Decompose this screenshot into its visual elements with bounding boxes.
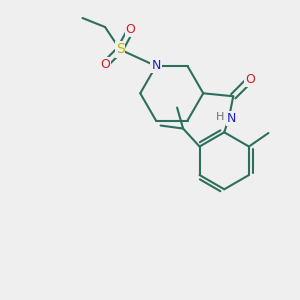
Text: O: O [245,73,255,86]
Text: O: O [126,23,135,37]
Text: H: H [216,112,224,122]
Text: S: S [116,43,124,56]
Text: O: O [100,58,110,71]
Text: N: N [151,59,161,73]
Text: N: N [227,112,236,125]
